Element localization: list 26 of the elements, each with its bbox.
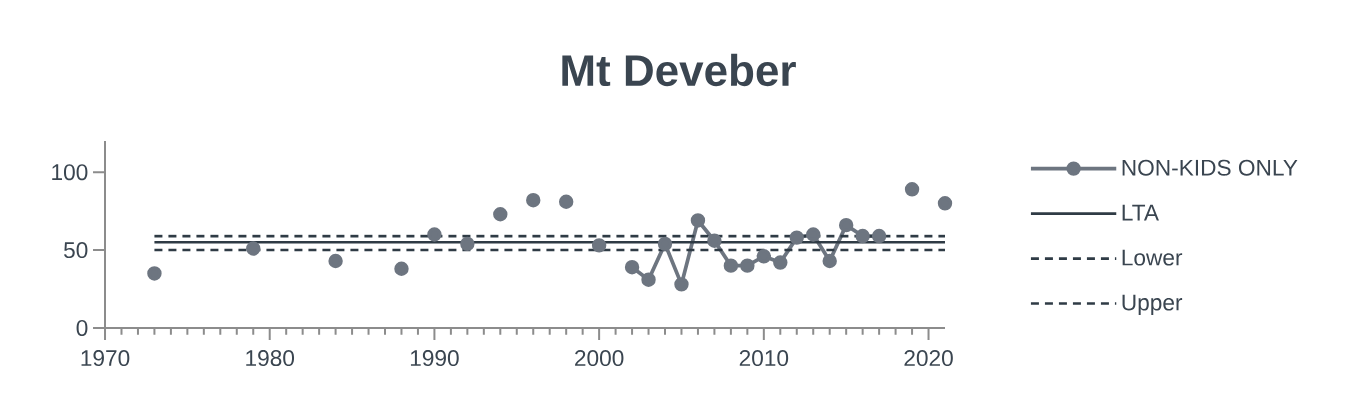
y-tick-label: 100 [52,164,88,181]
point [526,193,541,208]
y-tick-label: 50 [64,242,88,259]
point [328,253,343,269]
point [460,236,475,252]
legend-label: LTA [1122,204,1159,221]
x-tick-label: 2010 [739,350,789,367]
point [246,241,261,256]
legend-label: Upper [1122,294,1183,315]
point [147,266,162,281]
legend-label: NON-KIDS ONLY [1122,159,1298,176]
point [493,207,508,222]
y-tick-label: 0 [76,319,88,337]
point [904,182,920,197]
x-tick-label: 2000 [575,350,624,367]
point [558,194,574,209]
x-tick-label: 2020 [904,350,953,367]
point [937,196,953,211]
x-tick-label: 1970 [81,350,130,367]
point [427,227,442,242]
chart-title: Mt Deveber [562,53,796,87]
legend-label: Lower [1122,249,1183,266]
x-tick-label: 1980 [246,350,295,367]
point [394,261,409,276]
point [591,238,607,253]
x-tick-label: 1990 [410,350,459,367]
